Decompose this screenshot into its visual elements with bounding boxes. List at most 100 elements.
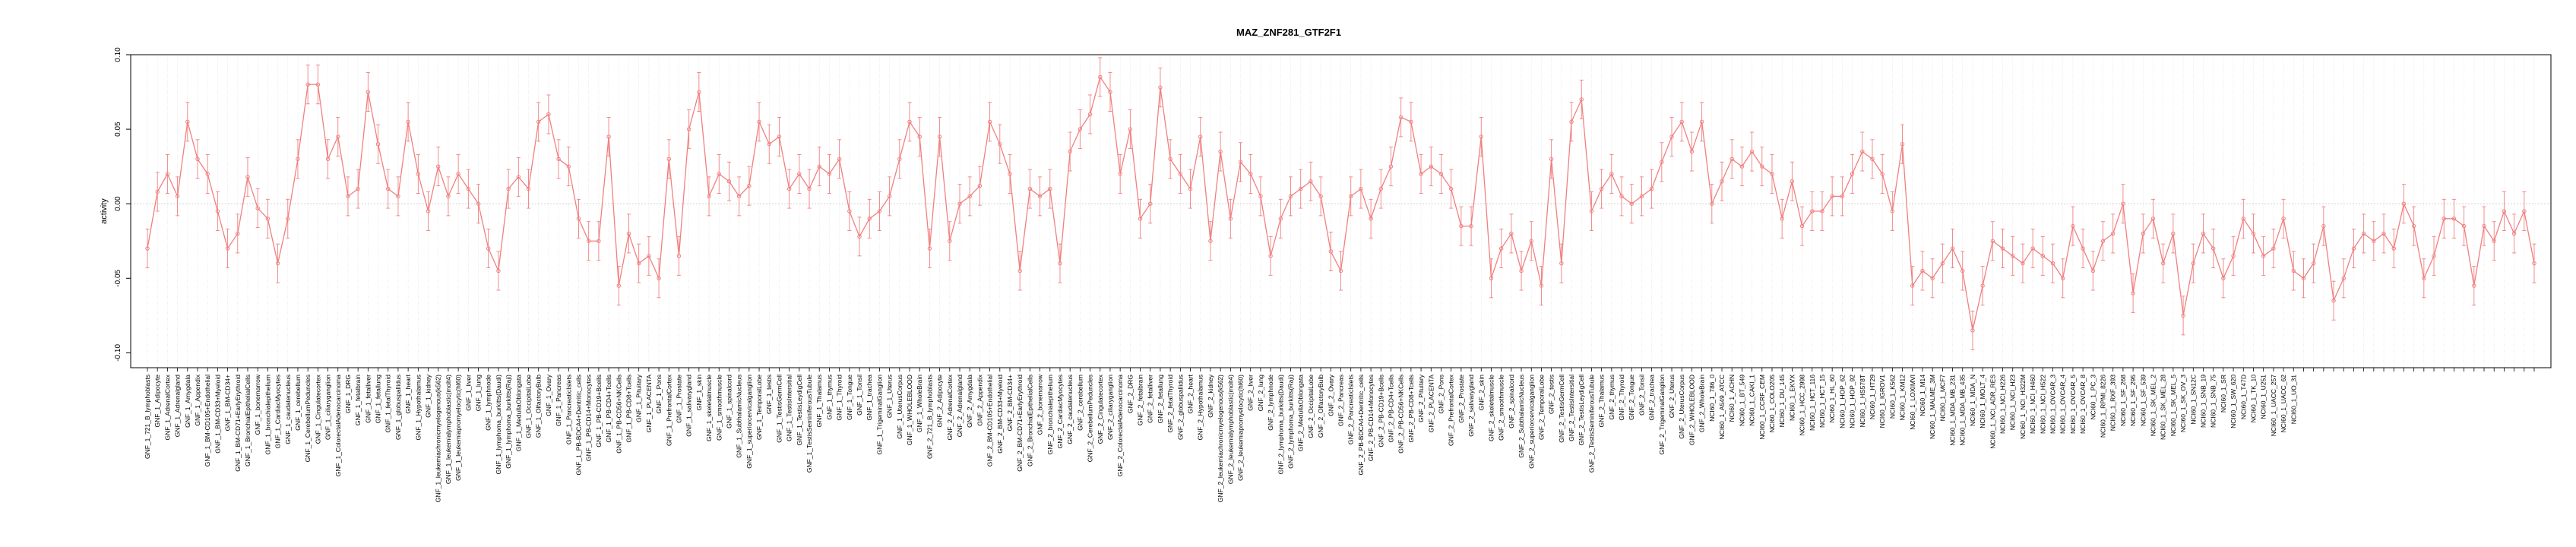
data-point (1128, 127, 1133, 131)
x-tick-label: GNF_2_Pituitary (1417, 374, 1425, 422)
data-point (1799, 223, 1805, 229)
data-point (1489, 276, 1494, 280)
data-point (1198, 134, 1203, 139)
x-tick-label: GNF_2_DRG (1126, 375, 1134, 413)
x-tick-label: GNF_1_PB-CD14+Monocytes (585, 375, 593, 461)
x-tick-label: GNF_2_ColorectalAdenocarcinoma (1116, 375, 1124, 476)
x-tick-label: GNF_1_skeletalmuscle (705, 375, 713, 441)
x-tick-label: NCI60_1_TK_10 (2249, 375, 2257, 423)
x-tick-label: GNF_2_skeletalmuscle (1487, 375, 1495, 441)
data-point (476, 201, 481, 206)
chart-title: MAZ_ZNF281_GTF2F1 (1236, 27, 1341, 38)
data-point (2011, 254, 2015, 258)
x-tick-label: NCI60_1_NCI_H23 (2009, 375, 2017, 431)
data-point (626, 231, 631, 236)
data-point (1529, 239, 1533, 243)
x-tick-label: NCI60_1_OVCAR_3 (2049, 375, 2057, 434)
x-tick-label: GNF_1_DRG (344, 375, 352, 413)
data-point (215, 209, 220, 213)
data-point (2341, 276, 2346, 280)
data-point (2221, 276, 2226, 280)
data-point (1810, 209, 1815, 213)
data-point (456, 172, 460, 176)
x-tick-label: NCI60_1_NCI_ADR_RES (1989, 375, 1996, 449)
x-tick-label: GNF_1_CerebellumPeduncles (304, 375, 312, 462)
data-point (305, 82, 310, 87)
data-point (1720, 179, 1724, 184)
data-point (1228, 217, 1233, 221)
x-tick-label: NCI60_1_MOLT_4 (1979, 375, 1986, 428)
data-point (747, 183, 752, 188)
x-tick-label: GNF_1_leukemiachronicmyelogenous(k562) (435, 375, 442, 502)
x-tick-label: GNF_2_Prostate (1457, 375, 1465, 423)
data-point (827, 172, 832, 176)
data-point (1309, 179, 1313, 184)
x-tick-label: GNF_2_CardiacMyocytes (1056, 375, 1064, 448)
data-point (2160, 261, 2166, 266)
x-tick-label: GNF_2_leukemiachronicmyelogenous(k562) (1217, 375, 1224, 502)
x-tick-label: GNF_1_Thalamus (815, 375, 823, 427)
data-point (606, 134, 611, 139)
x-tick-label: GNF_1_TestisLeydigCell (796, 375, 803, 446)
data-point (1830, 194, 1834, 199)
x-tick-label: GNF_1_TestisIntersitial (786, 375, 793, 441)
x-tick-label: GNF_1_caudatenucleus (284, 375, 292, 444)
x-tick-label: GNF_1_BronchialEpithelialCells (244, 375, 252, 466)
data-point (2241, 217, 2245, 221)
x-tick-label: GNF_2_lymphoma_burkitts(Daudi) (1277, 375, 1284, 474)
x-tick-label: GNF_1_Hypothalamus (414, 375, 422, 440)
data-point (897, 157, 902, 162)
data-point (1438, 172, 1444, 176)
x-tick-label: GNF_1_PB-CD8+Tcells (625, 375, 632, 443)
x-tick-label: NCI60_1_DU_145 (1778, 375, 1786, 428)
data-point (386, 186, 391, 191)
x-tick-label: GNF_2_Amygdala (966, 375, 973, 428)
data-point (2150, 217, 2156, 221)
x-tick-label: GNF_1_PrefrontalCortex (665, 374, 672, 446)
data-point (1910, 283, 1915, 288)
data-point (977, 183, 983, 188)
data-point (877, 209, 882, 213)
x-tick-label: NCI60_1_SNB_75 (2210, 375, 2217, 428)
data-point (265, 217, 271, 221)
data-point (2442, 217, 2446, 221)
data-point (195, 157, 200, 162)
data-point (1770, 172, 1774, 176)
series-line (147, 75, 2535, 331)
x-tick-label: GNF_1_PB-BDCA4+Dentritic_cells (574, 375, 582, 476)
x-tick-label: GNF_1_TestisSeminiferousTubule (805, 375, 813, 473)
x-tick-label: GNF_2_AdrenalCortex (946, 374, 954, 440)
x-tick-label: NCI60_1_COLO205 (1768, 375, 1776, 433)
x-tick-label: GNF_2_PB-CD56+NKCells (1397, 375, 1405, 454)
x-tick-label: GNF_1_Uterus (886, 375, 894, 418)
data-point (2301, 276, 2306, 280)
data-point (236, 231, 240, 236)
x-tick-label: GNF_2_Adrenalgland (956, 375, 964, 437)
data-point (2522, 209, 2527, 213)
data-point (1078, 127, 1083, 131)
x-tick-label: GNF_1_Prostate (675, 375, 682, 423)
x-tick-label: NCI60_1_786_0 (1708, 375, 1716, 422)
x-tick-label: GNF_1_leukemialymphoblastic(molt4) (445, 375, 452, 484)
x-tick-label: NCI60_1_CCRF_CEM (1758, 375, 1766, 440)
data-point (717, 172, 721, 176)
x-tick-label: GNF_1_skin (695, 375, 703, 411)
x-tick-label: GNF_1_Tongue (846, 375, 853, 420)
data-point (2071, 223, 2075, 229)
x-tick-label: GNF_1_PB-CD4+Tcells (605, 375, 612, 443)
data-point (2261, 254, 2266, 258)
x-tick-label: NCI60_1_MALME_3M (1929, 375, 1936, 439)
x-tick-label: NCI60_1_KM12 (1899, 375, 1907, 421)
data-point (1850, 172, 1855, 176)
data-point (1990, 239, 1995, 243)
x-tick-label: GNF_2_WHOLEBLOOD (1688, 375, 1695, 445)
x-tick-label: GNF_2_fetalliver (1147, 375, 1154, 423)
y-tick-label: -0.10 (114, 344, 122, 362)
data-point (1860, 149, 1865, 154)
x-tick-label: GNF_2_CerebellumPeduncles (1087, 375, 1094, 462)
data-point (1699, 119, 1704, 124)
x-tick-label: GNF_1_PB-CD19+Bcells (595, 375, 603, 447)
x-tick-label: GNF_2_Uterus (1668, 375, 1676, 418)
data-point (1579, 97, 1584, 102)
x-tick-label: NCI60_1_T47D (2239, 375, 2247, 419)
